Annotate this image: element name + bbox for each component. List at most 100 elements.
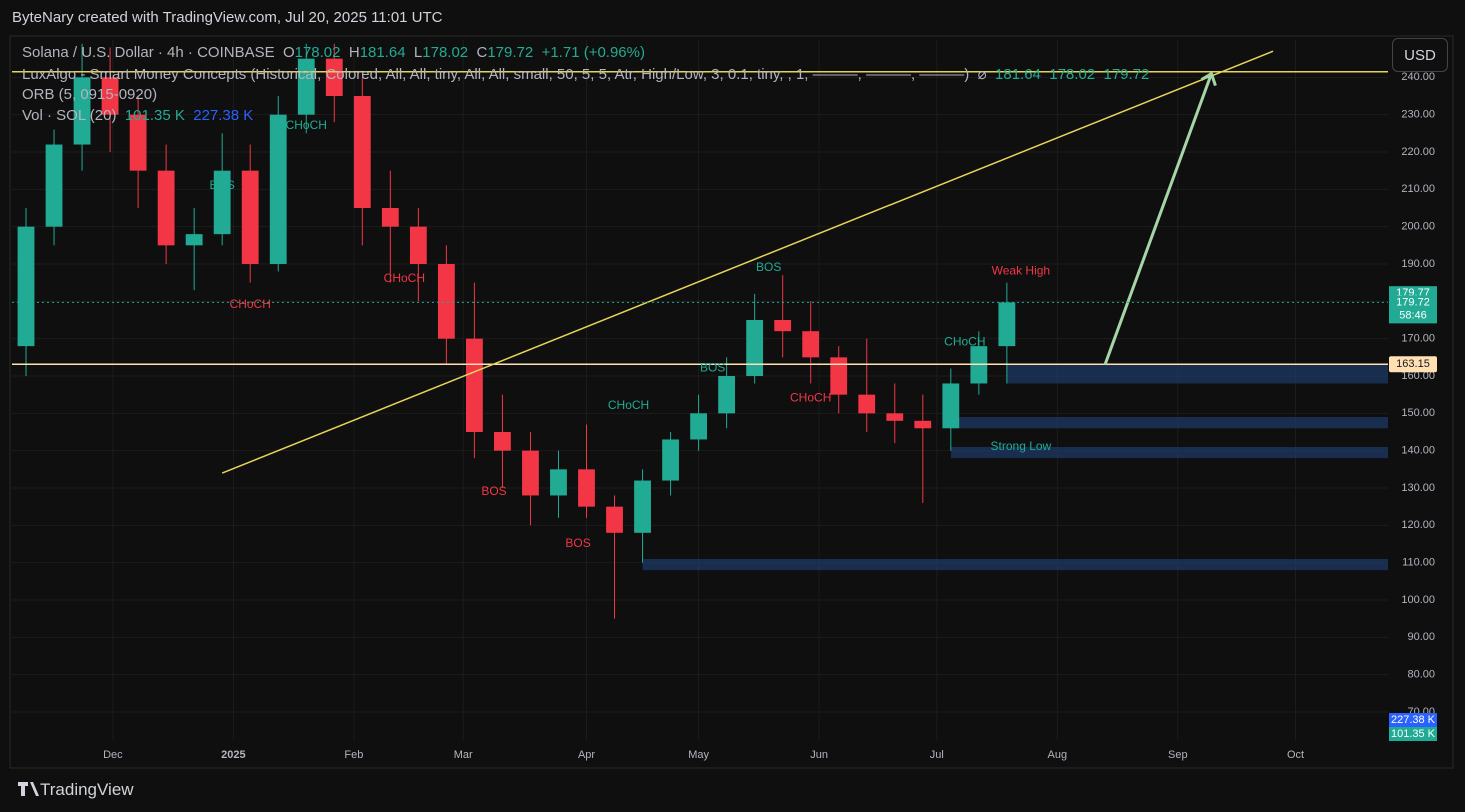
header-title: ByteNary created with TradingView.com, J…: [12, 9, 443, 26]
y-tick-label: 160.00: [1401, 370, 1435, 382]
legend-line: Solana / U.S. Dollar · 4h · COINBASE O17…: [22, 44, 645, 61]
candle-body: [325, 58, 343, 96]
order-block: [950, 446, 1388, 459]
y-tick-label: 140.00: [1401, 445, 1435, 457]
x-tick-label: 2025: [221, 749, 245, 761]
candle-body: [241, 170, 259, 264]
candle-body: [465, 338, 483, 432]
countdown: 58:46: [1399, 309, 1427, 321]
h-label: H: [348, 44, 360, 61]
x-tick-label: May: [688, 749, 709, 761]
candle-body: [942, 383, 960, 429]
y-tick-label: 240.00: [1401, 71, 1435, 83]
candle-body: [17, 226, 35, 347]
x-tick-label: Feb: [344, 749, 363, 761]
trendline: [221, 50, 1274, 474]
candle-body: [886, 413, 904, 421]
y-tick-label: 220.00: [1401, 146, 1435, 158]
x-tick-label: Jun: [810, 749, 828, 761]
indicator-value: 179.72: [1103, 66, 1150, 83]
candle-body: [522, 450, 539, 496]
indicator-value: 178.02: [1049, 66, 1096, 83]
candle-body: [802, 331, 820, 358]
candle-body: [858, 394, 876, 414]
candle-body: [129, 114, 147, 171]
l-label: L: [413, 44, 423, 61]
orb: ORB (5, 0915-0920): [22, 86, 158, 103]
footer-brand: TradingView: [40, 780, 134, 799]
candle-body: [213, 170, 231, 235]
order-block: [950, 417, 1388, 429]
volume-tag: [1389, 727, 1437, 741]
candle-body: [101, 77, 119, 115]
axes: 70.0080.0090.00100.00110.00120.00130.001…: [103, 71, 1437, 761]
smc-label: CHoCH: [384, 271, 425, 285]
y-tick-label: 130.00: [1401, 482, 1435, 494]
candle-body: [634, 480, 651, 533]
price-tag: [1389, 295, 1437, 324]
price-label: 179.72: [1396, 296, 1430, 308]
y-tick-label: 200.00: [1401, 221, 1435, 233]
candle-body: [353, 96, 371, 208]
indicator-value: 181.64: [995, 66, 1041, 83]
y-tick-label: 150.00: [1401, 407, 1435, 419]
candle-body: [409, 226, 427, 264]
smc-label: Strong Low: [991, 439, 1052, 453]
y-tick-label: 120.00: [1401, 519, 1435, 531]
close: 179.72: [487, 44, 534, 61]
plot: BOS CHoCH CHoCH CHoCH BOS BOS CHoCH BOS BOS CHoCH…: [12, 43, 1388, 619]
price-tag: [1389, 356, 1437, 373]
smc-label: BOS: [756, 260, 781, 274]
candle-body: [998, 302, 1016, 347]
x-tick-label: Aug: [1048, 749, 1068, 761]
smc-label: CHoCH: [944, 335, 985, 349]
x-tick-label: Mar: [454, 749, 473, 761]
indicator: LuxAlgo - Smart Money Concepts (Historic…: [22, 66, 970, 83]
x-tick-label: Jul: [930, 749, 944, 761]
candle-body: [269, 114, 287, 265]
y-tick-label: 210.00: [1401, 183, 1435, 195]
volume-label: 101.35 K: [1391, 728, 1436, 740]
candle-body: [690, 413, 708, 440]
candle-body: [746, 320, 764, 376]
currency-button[interactable]: USD: [1392, 38, 1448, 72]
candle-body: [606, 506, 623, 533]
smc-label: CHoCH: [790, 391, 831, 405]
change: +1.71 (+0.96%): [541, 44, 645, 61]
c-label: C: [476, 44, 488, 61]
indicator-line: LuxAlgo - Smart Money Concepts (Historic…: [22, 65, 1149, 83]
candle-body: [185, 234, 203, 246]
x-tick-label: Oct: [1287, 749, 1304, 761]
volume-tag: [1389, 713, 1437, 727]
arrow: [1103, 73, 1213, 366]
y-tick-label: 110.00: [1402, 557, 1435, 569]
y-tick-label: 100.00: [1401, 594, 1435, 606]
y-tick-label: 170.00: [1401, 333, 1435, 345]
smc-label: CHoCH: [230, 297, 271, 311]
candle-body: [578, 469, 595, 507]
open: 178.02: [294, 44, 341, 61]
smc-label: BOS: [700, 361, 725, 375]
vol: Vol · SOL (20): [22, 107, 117, 124]
tv-logo: [18, 782, 39, 796]
candle-body: [830, 357, 848, 395]
o-label: O: [282, 44, 295, 61]
arrow-head: [1200, 71, 1217, 87]
y-tick-label: 230.00: [1401, 109, 1435, 121]
candle-body: [73, 77, 91, 145]
candle-body: [550, 469, 567, 496]
smc-label: BOS: [210, 178, 235, 192]
volume-legend: Vol · SOL (20) 101.35 K 227.38 K: [22, 107, 253, 124]
vol-value: 101.35 K: [124, 107, 185, 124]
x-tick-label: Apr: [578, 749, 595, 761]
y-tick-label: 90.00: [1407, 631, 1435, 643]
smc-label: BOS: [565, 536, 590, 550]
candle-body: [662, 439, 679, 481]
candle-body: [157, 170, 175, 246]
candle-body: [774, 320, 792, 332]
candle-body: [914, 420, 932, 429]
low: 178.02: [422, 44, 469, 61]
order-block: [1006, 364, 1388, 384]
